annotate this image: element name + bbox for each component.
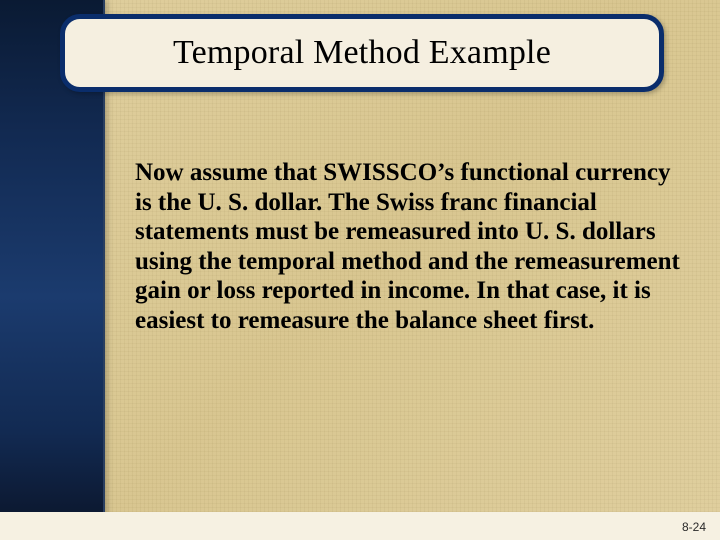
slide: Temporal Method Example Now assume that … bbox=[0, 0, 720, 540]
title-box: Temporal Method Example bbox=[60, 14, 664, 92]
slide-title: Temporal Method Example bbox=[173, 34, 551, 72]
footer-bar bbox=[0, 512, 720, 540]
slide-body-text: Now assume that SWISSCO’s functional cur… bbox=[135, 158, 680, 335]
page-number: 8-24 bbox=[682, 520, 706, 534]
